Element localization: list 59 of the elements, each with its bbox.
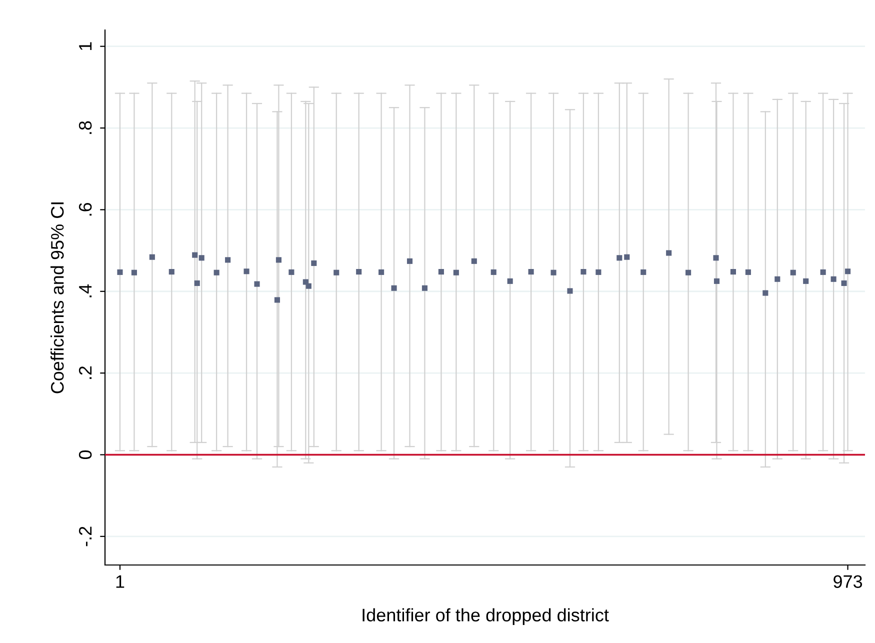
point bbox=[580, 268, 586, 275]
x-axis-title: Identifier of the dropped district bbox=[362, 608, 609, 626]
point bbox=[686, 270, 692, 276]
point bbox=[378, 269, 384, 275]
point bbox=[745, 269, 751, 275]
point bbox=[841, 280, 847, 286]
y-tick-label: 1 bbox=[79, 42, 92, 50]
point bbox=[471, 258, 477, 264]
y-tick-label: .4 bbox=[79, 284, 92, 298]
point bbox=[198, 255, 204, 261]
point bbox=[406, 258, 413, 264]
point bbox=[214, 270, 220, 276]
point bbox=[306, 283, 312, 289]
point bbox=[131, 270, 137, 276]
x-tick-label: 973 bbox=[834, 575, 862, 588]
point bbox=[790, 270, 796, 276]
y-tick-label: 0 bbox=[78, 450, 92, 460]
y-tick-label: .2 bbox=[78, 366, 92, 379]
point bbox=[550, 270, 556, 276]
point bbox=[288, 269, 294, 275]
point bbox=[274, 297, 280, 303]
point bbox=[596, 269, 602, 275]
y-tick-label: .6 bbox=[78, 202, 92, 216]
point bbox=[730, 268, 736, 275]
y-tick-label: -.2 bbox=[78, 526, 92, 546]
point bbox=[225, 257, 231, 263]
point bbox=[311, 260, 317, 266]
point bbox=[422, 285, 428, 291]
point bbox=[453, 270, 459, 276]
point bbox=[528, 268, 534, 275]
point bbox=[244, 268, 250, 274]
point bbox=[640, 269, 646, 275]
point bbox=[624, 254, 630, 260]
point bbox=[117, 269, 123, 275]
point bbox=[803, 278, 809, 284]
y-axis-title: Coefficients and 95% CI bbox=[50, 202, 64, 394]
point bbox=[334, 270, 340, 276]
point bbox=[830, 276, 836, 282]
point bbox=[762, 290, 768, 296]
point bbox=[168, 268, 174, 275]
point bbox=[713, 255, 719, 261]
point bbox=[194, 280, 200, 286]
point bbox=[714, 278, 720, 284]
point bbox=[616, 255, 622, 261]
point bbox=[666, 250, 672, 256]
y-tick-label: .8 bbox=[78, 121, 92, 134]
point bbox=[845, 268, 851, 274]
point bbox=[149, 254, 155, 260]
point bbox=[192, 252, 198, 258]
point bbox=[254, 281, 260, 287]
point bbox=[507, 278, 513, 284]
point bbox=[276, 257, 282, 263]
point bbox=[490, 269, 496, 275]
point bbox=[438, 268, 444, 275]
point bbox=[391, 285, 397, 291]
point bbox=[820, 269, 826, 275]
point bbox=[567, 288, 573, 294]
point bbox=[774, 276, 780, 282]
point bbox=[356, 268, 362, 275]
